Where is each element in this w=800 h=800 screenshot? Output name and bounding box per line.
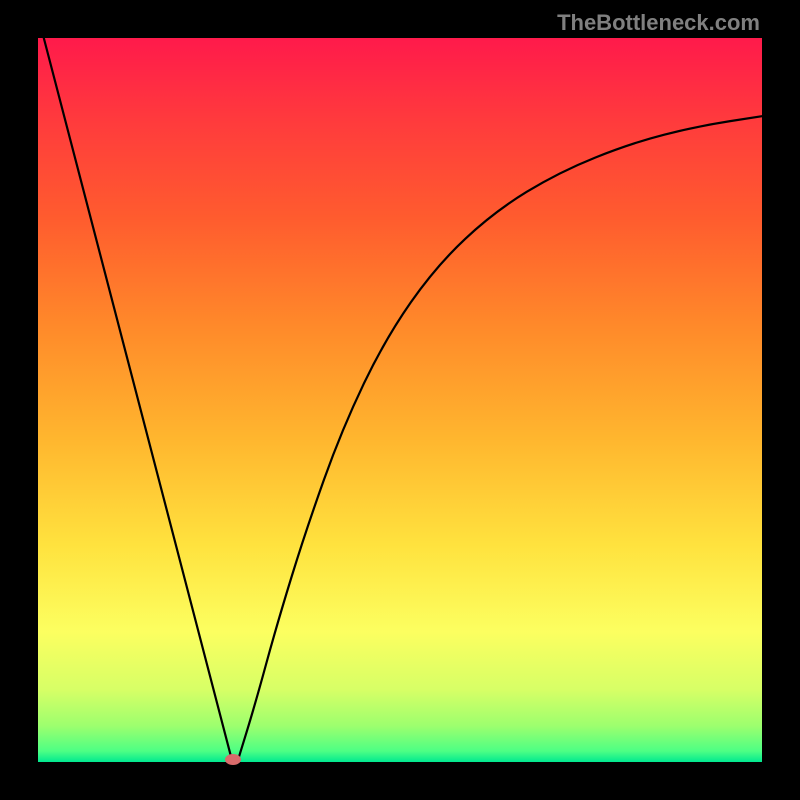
plot-area [38,38,762,762]
bottleneck-curve [44,38,762,761]
watermark-text: TheBottleneck.com [557,10,760,36]
curve-layer [38,38,762,762]
figure-container: TheBottleneck.com [0,0,800,800]
optimum-marker [225,754,241,765]
